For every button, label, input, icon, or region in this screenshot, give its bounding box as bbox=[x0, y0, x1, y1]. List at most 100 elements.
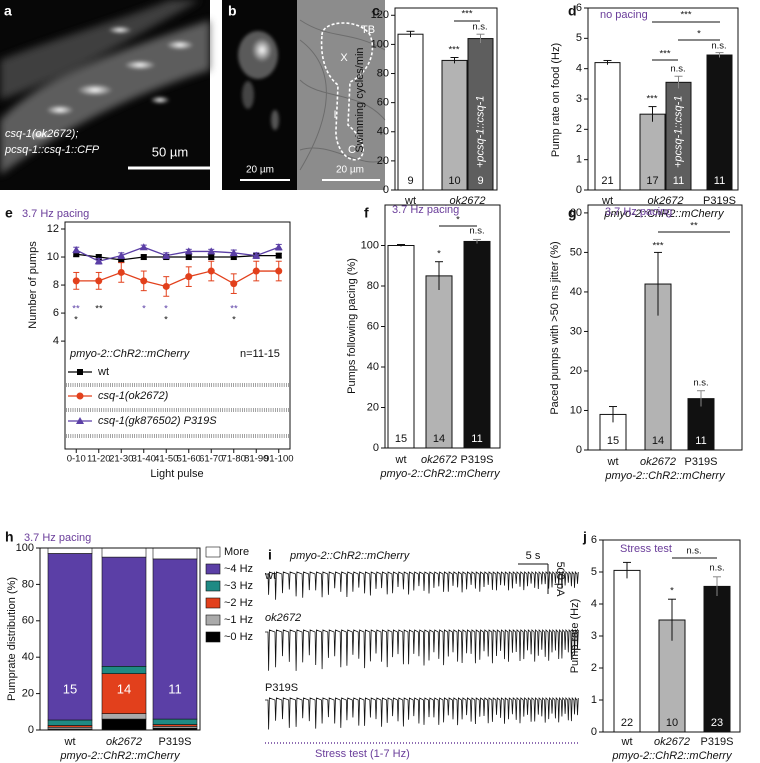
x-tick-label: P319S bbox=[684, 456, 717, 468]
significance-label: n.s. bbox=[711, 41, 726, 52]
y-tick-label: 80 bbox=[22, 578, 34, 590]
x-tick-label: 91-100 bbox=[264, 454, 294, 465]
significance-label: ** bbox=[95, 304, 103, 315]
y-tick-label: 10 bbox=[570, 404, 582, 416]
point bbox=[185, 254, 192, 261]
bar-segment bbox=[47, 719, 93, 726]
y-tick-label: 100 bbox=[371, 38, 389, 50]
axes-frame bbox=[394, 7, 498, 191]
y-tick-label: 30 bbox=[570, 325, 582, 337]
point bbox=[117, 268, 125, 276]
axes-frame bbox=[587, 204, 743, 451]
x-tick-label: wt bbox=[395, 454, 407, 466]
x-axis-label: pmyo-2::ChR2::mCherry bbox=[603, 208, 725, 220]
significance-label: *** bbox=[652, 241, 663, 252]
bar-count-label: 10 bbox=[448, 175, 460, 187]
y-tick-label: 20 bbox=[377, 155, 389, 167]
point bbox=[139, 243, 148, 251]
significance-label: ** bbox=[690, 221, 698, 232]
y-tick-label: 100 bbox=[361, 239, 379, 251]
x-tick-label: wt bbox=[404, 195, 416, 207]
y-tick-label: 100 bbox=[16, 542, 34, 554]
current-trace bbox=[265, 570, 579, 600]
y-tick-label: 20 bbox=[570, 365, 582, 377]
bar-count-label: 11 bbox=[714, 175, 725, 187]
series-line bbox=[76, 270, 279, 288]
point bbox=[275, 252, 282, 259]
point bbox=[207, 247, 216, 255]
point bbox=[95, 254, 102, 261]
y-tick-label: 5 bbox=[576, 32, 582, 44]
point bbox=[275, 267, 283, 275]
y-tick-label: 0 bbox=[28, 724, 34, 736]
point bbox=[94, 257, 103, 265]
y-tick-label: 80 bbox=[377, 67, 389, 79]
x-tick-label: wt bbox=[64, 736, 76, 748]
y-tick-label: 20 bbox=[22, 688, 34, 700]
bar-count-label: 9 bbox=[477, 175, 483, 187]
bar bbox=[687, 398, 715, 451]
panel-label: e bbox=[5, 205, 13, 221]
bar-count-label: 14 bbox=[433, 433, 445, 445]
significance-label: n.s. bbox=[709, 563, 724, 574]
bar-segment bbox=[101, 673, 147, 714]
y-tick-label: 60 bbox=[22, 615, 34, 627]
y-tick-label: 0 bbox=[383, 184, 389, 196]
bar-count-label: 21 bbox=[601, 175, 613, 187]
y-tick-label: 0 bbox=[576, 184, 582, 196]
bar bbox=[706, 54, 733, 191]
y-axis-label: Number of pumps bbox=[27, 241, 39, 329]
y-tick-label: 0 bbox=[576, 444, 582, 456]
bar bbox=[594, 62, 621, 191]
legend-swatch bbox=[205, 631, 221, 643]
scale-bar-label: 20 µm bbox=[246, 165, 274, 176]
region-label: X bbox=[340, 52, 348, 64]
bar bbox=[613, 569, 641, 733]
y-tick-label: 20 bbox=[367, 401, 379, 413]
axes-frame bbox=[64, 221, 291, 450]
bar bbox=[665, 81, 692, 191]
point bbox=[76, 392, 84, 400]
legend-label: ~2 Hz bbox=[224, 597, 253, 609]
y-tick-label: 60 bbox=[377, 97, 389, 109]
current-trace bbox=[265, 628, 579, 671]
point bbox=[230, 254, 237, 261]
protocol-label: Stress test (1-7 Hz) bbox=[315, 748, 410, 760]
y-tick-label: 120 bbox=[371, 9, 389, 21]
y-tick-label: 40 bbox=[367, 361, 379, 373]
bar-count-label: 23 bbox=[711, 717, 723, 729]
bar-segment bbox=[101, 556, 147, 667]
x-group-label: ok2672 bbox=[647, 195, 683, 207]
panel-label: b bbox=[228, 3, 237, 19]
time-scale-label: 5 s bbox=[526, 550, 541, 562]
x-axis-label: pmyo-2::ChR2::mCherry bbox=[611, 750, 733, 762]
region-label: C bbox=[348, 144, 356, 156]
x-axis-label: pmyo-2::ChR2::mCherry bbox=[379, 468, 501, 480]
y-axis-label: Pumps following pacing (%) bbox=[346, 258, 358, 394]
significance-label: * bbox=[164, 304, 168, 315]
y-tick-label: 0 bbox=[591, 726, 597, 738]
legend-label: csq-1(ok2672) bbox=[98, 390, 169, 402]
x-tick-label: ok2672 bbox=[106, 736, 142, 748]
bar-count-label: 14 bbox=[117, 681, 131, 696]
significance-label: * bbox=[670, 586, 674, 597]
y-tick-label: 6 bbox=[591, 534, 597, 546]
bar-count-label: 14 bbox=[652, 435, 664, 447]
bar bbox=[387, 245, 415, 449]
significance-label: * bbox=[142, 304, 146, 315]
point bbox=[184, 247, 193, 255]
y-tick-label: 40 bbox=[570, 286, 582, 298]
point bbox=[230, 280, 238, 288]
y-tick-label: 3 bbox=[576, 93, 582, 105]
x-tick-label: ok2672 bbox=[421, 454, 457, 466]
x-tick-label: 61-70 bbox=[199, 454, 223, 465]
x-tick-label: ok2672 bbox=[654, 736, 690, 748]
point bbox=[252, 251, 261, 259]
y-tick-label: 0 bbox=[373, 442, 379, 454]
panel-label: f bbox=[364, 205, 369, 221]
bar-segment bbox=[101, 547, 147, 558]
bar-count-label: 10 bbox=[666, 717, 678, 729]
bar bbox=[441, 59, 468, 191]
point bbox=[274, 243, 283, 251]
bar-count-label: 11 bbox=[168, 681, 182, 696]
